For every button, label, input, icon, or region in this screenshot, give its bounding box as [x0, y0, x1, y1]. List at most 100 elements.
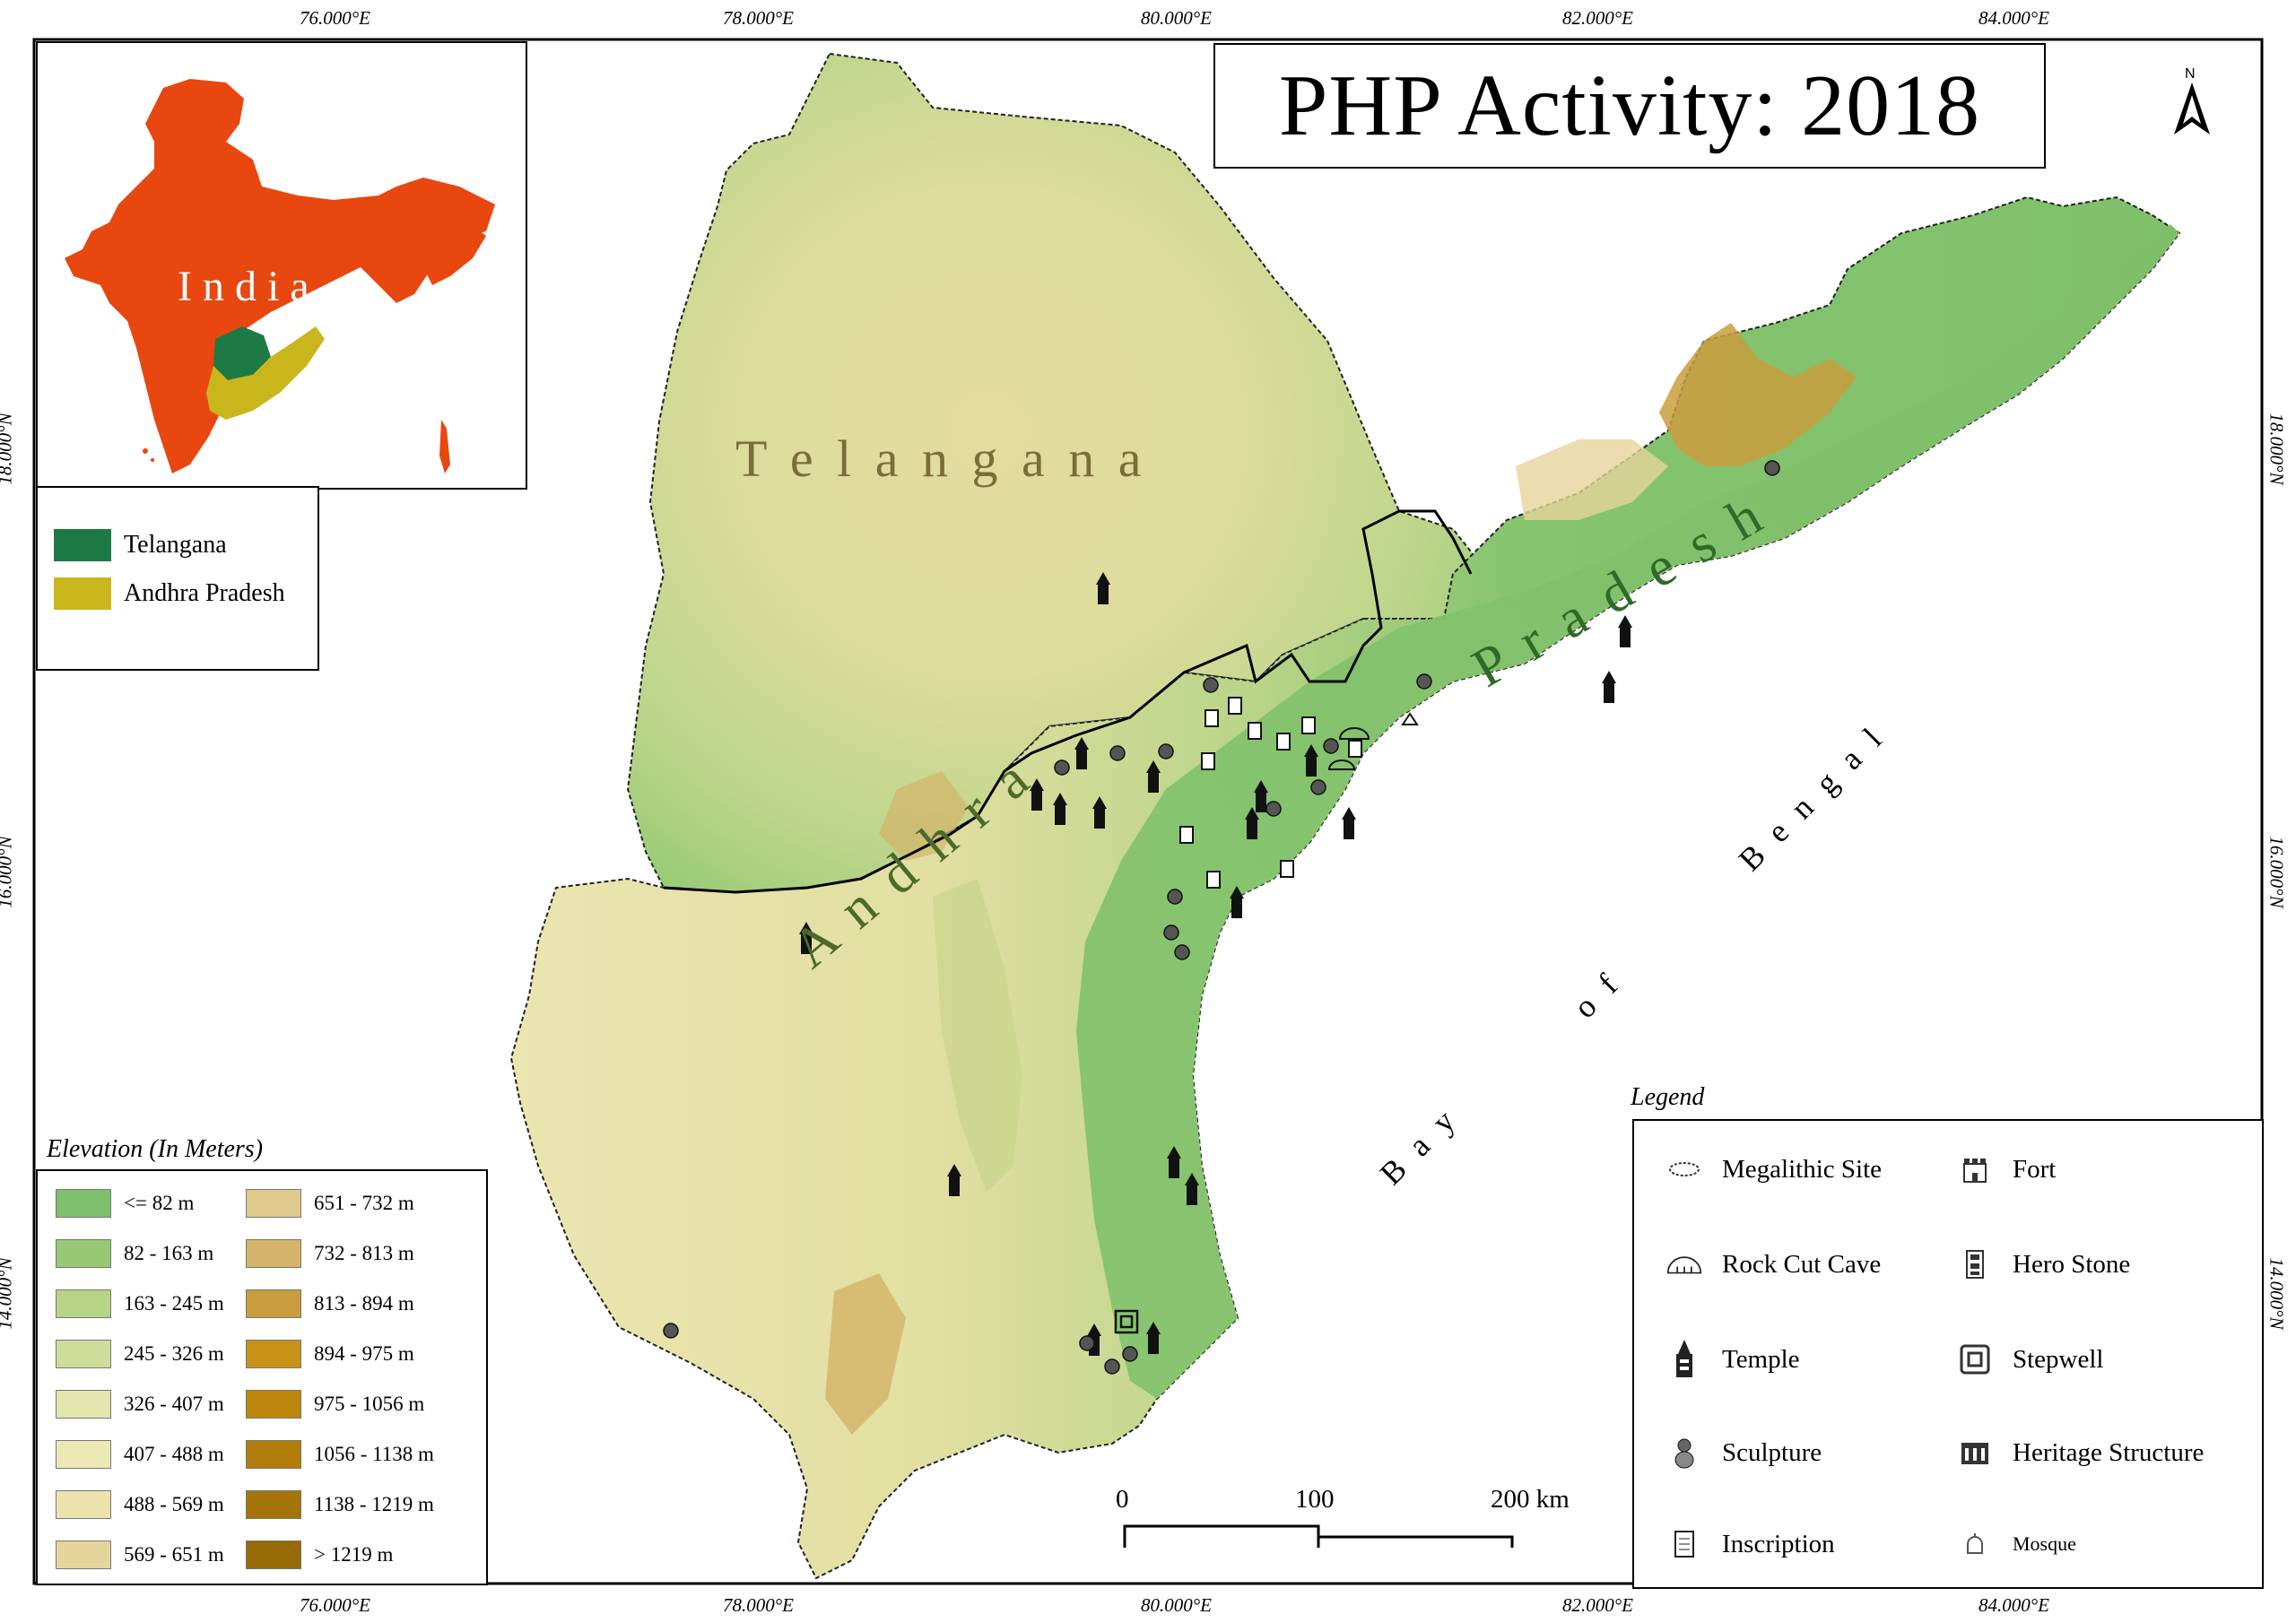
inset-map: India [36, 41, 527, 490]
legend-item: Hero Stone [1957, 1246, 2130, 1282]
elevation-class: 894 - 975 m [246, 1340, 414, 1368]
mosque-icon [1957, 1526, 1993, 1562]
state-legend-item: Telangana [54, 529, 227, 561]
elevation-swatch [246, 1490, 301, 1519]
telangana-swatch [54, 529, 111, 561]
lon-label-top-78: 78.000°E [723, 7, 794, 29]
legend-label: Stepwell [2013, 1344, 2104, 1374]
telangana-label: T e l a n g a n a [735, 430, 1147, 488]
inset-andhra-pradesh [206, 326, 325, 420]
elevation-swatch [56, 1340, 111, 1368]
elevation-swatch [246, 1340, 301, 1368]
legend-item: Stepwell [1957, 1341, 2104, 1377]
legend-label: Fort [2013, 1154, 2057, 1184]
elevation-label: 651 - 732 m [314, 1192, 414, 1214]
inset-india-label: India [178, 263, 320, 310]
temple-marker [947, 1164, 961, 1196]
lon-label-top-76: 76.000°E [300, 7, 370, 29]
elevation-class: 975 - 1056 m [246, 1390, 424, 1419]
elevation-class: 1138 - 1219 m [246, 1490, 434, 1519]
elevation-label: 975 - 1056 m [314, 1393, 425, 1415]
temple-marker [1167, 1146, 1181, 1178]
cave-markers [1327, 727, 1370, 770]
elevation-class: 326 - 407 m [56, 1390, 224, 1419]
sculpture-icon [1666, 1435, 1702, 1471]
temple-marker [799, 922, 813, 954]
elevation-swatch [246, 1541, 301, 1569]
elevation-swatch [56, 1189, 111, 1218]
elevation-label: > 1219 m [314, 1543, 394, 1566]
elevation-label: <= 82 m [124, 1192, 195, 1214]
lat-label-right-16: 16.000°N [2266, 836, 2288, 908]
scale-label-100: 100 [1295, 1485, 1335, 1514]
coastal-plain [1076, 224, 2179, 1399]
stepwell-icon [1957, 1341, 1993, 1377]
legend-title: Legend [1631, 1083, 1705, 1111]
elevation-label: 488 - 569 m [124, 1493, 224, 1515]
elevation-swatch [56, 1390, 111, 1419]
temple-marker [1096, 572, 1110, 604]
elevation-label: 569 - 651 m [124, 1543, 224, 1566]
state-legend: Telangana Andhra Pradesh [36, 486, 319, 671]
legend-item: Heritage Structure [1957, 1435, 2204, 1471]
elevation-class: 1056 - 1138 m [246, 1440, 434, 1469]
legend-item: Fort [1957, 1151, 2056, 1187]
inset-telangana [213, 326, 271, 380]
temple-marker [1074, 737, 1089, 769]
elevation-swatch [246, 1440, 301, 1469]
india-locator-map [65, 79, 495, 473]
temple-marker [1304, 744, 1318, 777]
elevation-label: 1138 - 1219 m [314, 1493, 434, 1515]
lon-label-bottom-78: 78.000°E [723, 1594, 794, 1616]
legend-item: Sculpture [1666, 1435, 1822, 1471]
elevation-swatch [246, 1289, 301, 1318]
inscription-icon [1666, 1526, 1702, 1562]
elevation-class: 488 - 569 m [56, 1490, 224, 1519]
elevation-swatch [246, 1189, 301, 1218]
north-label: N [2185, 66, 2196, 82]
scale-bar-graphic [1123, 1524, 1514, 1548]
southern-hills [825, 1273, 906, 1435]
legend-item: Temple [1666, 1340, 1800, 1377]
andaman-islands [439, 420, 450, 473]
elevation-class: 732 - 813 m [246, 1239, 414, 1268]
elevation-label: 82 - 163 m [124, 1242, 214, 1264]
temple-marker [1092, 796, 1107, 829]
temple-marker [1245, 807, 1259, 839]
eastern-ghats-highland-2 [1516, 439, 1668, 520]
lat-label-left-18: 18.000°N [0, 412, 16, 485]
lon-label-bottom-80: 80.000°E [1141, 1594, 1212, 1616]
elevation-class: 163 - 245 m [56, 1289, 224, 1318]
temple-marker [1342, 807, 1356, 839]
elevation-swatch [56, 1541, 111, 1569]
lakshadweep-islands [143, 448, 148, 454]
elevation-class: 82 - 163 m [56, 1239, 213, 1268]
temple-marker [1146, 1322, 1161, 1354]
sculpture-markers [663, 460, 1780, 1375]
fort-icon [1957, 1151, 1993, 1187]
temple-marker [1030, 778, 1044, 811]
map-frame [32, 38, 2264, 1585]
elevation-legend-title: Elevation (In Meters) [47, 1135, 264, 1163]
north-arrow-icon [2174, 82, 2210, 135]
elevation-label: 407 - 488 m [124, 1443, 224, 1465]
legend-label: Sculpture [1722, 1437, 1822, 1467]
elevation-swatch [56, 1239, 111, 1268]
scale-label-200: 200 km [1491, 1485, 1570, 1514]
elevation-label: 326 - 407 m [124, 1393, 224, 1415]
eastern-ghats-highland [1659, 323, 1857, 466]
lon-label-top-82: 82.000°E [1562, 7, 1633, 29]
elevation-class: 813 - 894 m [246, 1289, 414, 1318]
temple-marker [1602, 671, 1616, 703]
legend-label: Megalithic Site [1722, 1154, 1882, 1184]
elevation-label: 813 - 894 m [314, 1292, 414, 1315]
stepwell-marker [1114, 1309, 1139, 1334]
india-northeast [414, 222, 486, 285]
scale-label-0: 0 [1116, 1485, 1129, 1514]
state-boundary [663, 509, 1473, 894]
elevation-swatch [56, 1289, 111, 1318]
andhra-pradesh-swatch [54, 577, 111, 610]
lat-label-right-18: 18.000°N [2266, 412, 2288, 485]
rock-cut-cave-icon [1666, 1246, 1702, 1282]
